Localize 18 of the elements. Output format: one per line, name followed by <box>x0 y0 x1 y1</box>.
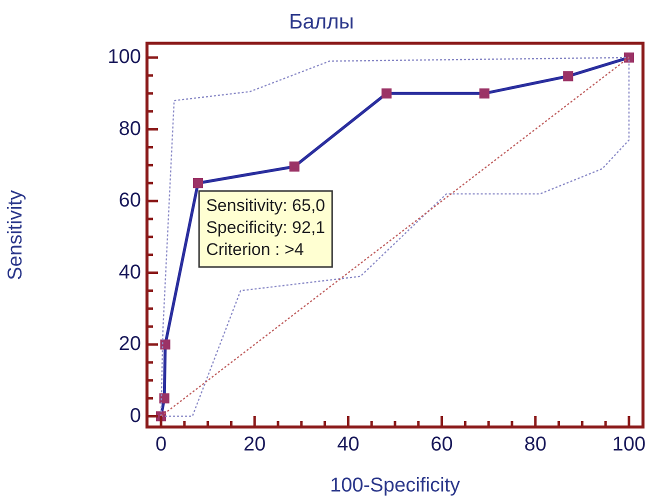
annotation: Specificity: 92,1 <box>206 218 326 238</box>
y-tick-label: 100 <box>108 46 141 68</box>
x-tick-label: 20 <box>244 434 266 456</box>
x-tick-label: 80 <box>524 434 546 456</box>
annotation: Sensitivity: 65,0 <box>206 196 326 216</box>
x-axis-title: 100-Specificity <box>330 474 460 497</box>
x-tick-label: 0 <box>155 434 167 456</box>
y-tick-label: 0 <box>130 404 141 427</box>
x-tick-label: 40 <box>337 434 360 456</box>
y-tick-label: 20 <box>118 333 141 356</box>
y-tick-label: 60 <box>118 190 141 212</box>
annotation: Criterion : >4 <box>206 240 304 260</box>
y-tick-label: 80 <box>118 118 141 140</box>
x-tick-label: 100 <box>612 434 646 456</box>
x-tick-label: 60 <box>430 434 453 456</box>
chart-title: Баллы <box>288 10 354 34</box>
y-tick-label: 40 <box>118 261 141 284</box>
y-axis-title: Sensitivity <box>4 190 27 280</box>
